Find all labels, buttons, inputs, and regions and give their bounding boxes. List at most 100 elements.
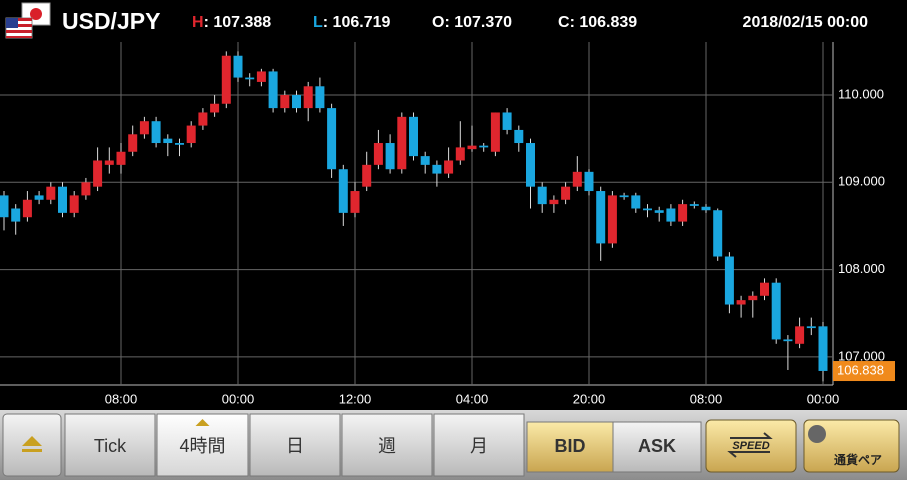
- button-label: Tick: [94, 436, 127, 456]
- candle-body: [736, 300, 746, 305]
- candle-body: [151, 121, 161, 144]
- candle-body: [210, 103, 220, 113]
- candle-body: [175, 143, 184, 145]
- candle-body: [549, 199, 559, 205]
- toolbar-button[interactable]: 週: [341, 413, 433, 477]
- stat-value: : 107.370: [444, 14, 512, 31]
- candle-body: [771, 282, 781, 340]
- candle-body: [420, 156, 430, 165]
- stat-value: : 106.719: [323, 14, 391, 31]
- candle-body: [397, 116, 407, 170]
- candle-body: [490, 112, 500, 152]
- eject-button[interactable]: [2, 413, 62, 477]
- candle-body: [631, 195, 641, 209]
- button-bg: [612, 421, 702, 473]
- candle-body: [315, 86, 325, 109]
- candle-body: [139, 121, 149, 135]
- toolbar-button[interactable]: BID: [526, 421, 614, 473]
- y-tick-label: 108.000: [838, 261, 885, 276]
- candle-body: [186, 125, 196, 144]
- candle-body: [701, 206, 711, 211]
- candle-body: [666, 208, 676, 222]
- candle-body: [198, 112, 208, 126]
- candle-body: [385, 143, 395, 170]
- last-price-label: 106.838: [837, 362, 884, 377]
- candle-body: [467, 145, 477, 150]
- candle-body: [11, 208, 21, 222]
- stat-key: C: [558, 14, 570, 31]
- button-bg: [64, 413, 156, 477]
- candle-body: [69, 195, 79, 213]
- toolbar-button[interactable]: 日: [249, 413, 341, 477]
- candle-body: [561, 186, 571, 200]
- candle-body: [432, 164, 442, 174]
- button-bg: [341, 413, 433, 477]
- stat-key: H: [192, 14, 204, 31]
- candle-body: [455, 147, 465, 161]
- candle-body: [34, 195, 44, 200]
- stat-value: : 106.839: [570, 14, 638, 31]
- x-tick-label: 12:00: [339, 391, 372, 406]
- candle-body: [22, 199, 32, 218]
- x-tick-label: 08:00: [690, 391, 723, 406]
- candle-body: [268, 71, 278, 109]
- y-tick-label: 110.000: [838, 86, 884, 101]
- header-stat: O: 107.370: [432, 14, 512, 31]
- y-tick-label: 109.000: [838, 174, 885, 189]
- candle-body: [537, 186, 547, 205]
- candle-body: [584, 171, 594, 192]
- candle-body: [58, 186, 67, 213]
- button-label: 週: [378, 436, 396, 456]
- candle-body: [373, 143, 383, 165]
- button-label: BID: [555, 436, 586, 456]
- speed-button[interactable]: [705, 419, 797, 473]
- x-tick-label: 00:00: [222, 391, 255, 406]
- candle-body: [104, 160, 114, 165]
- pair-title: USD/JPY: [62, 8, 160, 34]
- x-tick-label: 04:00: [456, 391, 489, 406]
- candle-body: [221, 55, 231, 104]
- x-tick-label: 00:00: [807, 391, 840, 406]
- candle-body: [643, 208, 652, 211]
- candle-body: [795, 326, 805, 344]
- candle-body: [245, 77, 255, 80]
- toolbar-button[interactable]: Tick: [64, 413, 156, 477]
- candle-body: [362, 164, 372, 187]
- candle-body: [572, 171, 582, 187]
- stat-key: O: [432, 14, 444, 31]
- currency-pair-button[interactable]: [803, 419, 900, 473]
- datetime: 2018/02/15 00:00: [743, 14, 869, 31]
- y-tick-label: 107.000: [838, 348, 885, 363]
- candle-body: [128, 134, 138, 152]
- button-bg: [526, 421, 614, 473]
- candle-body: [350, 191, 360, 213]
- candle-body: [783, 339, 793, 342]
- toolbar-button[interactable]: 月: [433, 413, 525, 477]
- candle-body: [280, 95, 290, 109]
- candle-body: [81, 182, 91, 196]
- candle-body: [0, 195, 9, 218]
- header-stat: H: 107.388: [192, 14, 271, 31]
- candle-body: [327, 108, 337, 170]
- button-label: ASK: [638, 436, 676, 456]
- button-label: 4時間: [179, 436, 225, 456]
- button-label: 日: [286, 436, 304, 456]
- speed-label: SPEED: [732, 440, 769, 452]
- candle-body: [256, 71, 266, 82]
- toolbar-button[interactable]: 4時間: [156, 413, 249, 477]
- candle-body: [338, 169, 348, 213]
- last-price-tag: [833, 361, 895, 382]
- candle-body: [596, 191, 606, 244]
- candle-body: [514, 129, 524, 144]
- flag-icon: [5, 2, 51, 39]
- candle-body: [689, 204, 699, 206]
- candle-body: [526, 143, 535, 187]
- toolbar-button[interactable]: ASK: [612, 421, 702, 473]
- candle-body: [303, 86, 313, 109]
- candle-body: [760, 282, 769, 296]
- candle-body: [116, 151, 126, 165]
- candle-body: [479, 145, 489, 148]
- button-label: 月: [470, 436, 488, 456]
- candle-body: [724, 256, 734, 305]
